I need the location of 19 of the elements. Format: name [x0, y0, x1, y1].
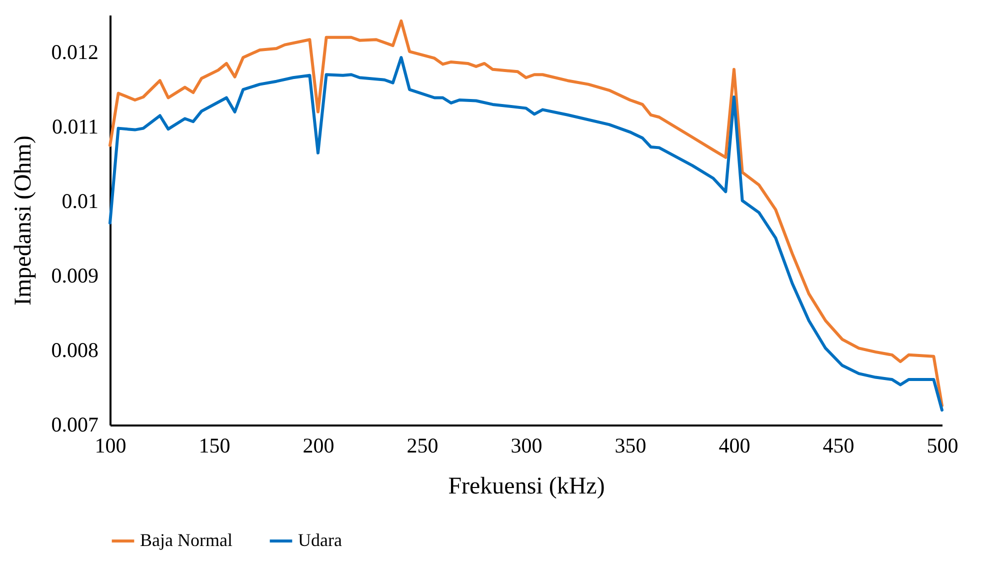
y-tick-label: 0.011: [52, 114, 98, 138]
x-tick-label: 250: [406, 434, 438, 458]
x-tick-label: 350: [614, 434, 646, 458]
y-tick-label: 0.009: [51, 263, 98, 288]
y-tick-label: 0.012: [51, 40, 98, 64]
x-tick-label: 100: [94, 434, 126, 458]
x-tick-label: 300: [510, 434, 542, 458]
x-tick-label: 200: [302, 434, 334, 458]
y-tick-label: 0.01: [62, 188, 98, 213]
x-tick-label: 400: [718, 434, 750, 458]
x-axis-title: Frekuensi (kHz): [448, 474, 605, 500]
y-axis-title: Impedansi (Ohm): [10, 136, 36, 306]
x-tick-label: 450: [822, 434, 854, 458]
x-tick-label: 500: [926, 434, 958, 458]
y-tick-label: 0.008: [51, 338, 98, 362]
legend-label: Udara: [298, 530, 342, 550]
x-tick-label: 150: [198, 434, 230, 458]
y-tick-label: 0.007: [51, 412, 98, 436]
legend-label: Baja Normal: [140, 530, 232, 550]
